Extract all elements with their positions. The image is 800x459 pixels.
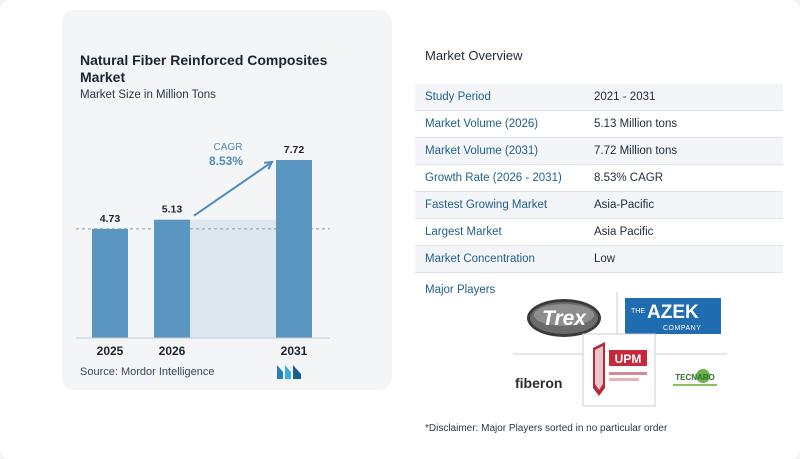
data-label-2026: 5.13 bbox=[162, 204, 183, 216]
data-label-2025: 4.73 bbox=[100, 213, 121, 225]
svg-text:THE: THE bbox=[631, 308, 645, 315]
tick-label-2025: 2025 bbox=[97, 344, 124, 358]
overview-row-value: 2021 - 2031 bbox=[594, 91, 656, 103]
overview-table: Study Period 2021 - 2031 Market Volume (20… bbox=[415, 84, 783, 273]
player-logos: Trex THE AZEK COMPANY UPM fiberon TECNAR… bbox=[513, 292, 727, 407]
cagr-label: CAGR bbox=[214, 142, 243, 153]
svg-text:Trex: Trex bbox=[542, 307, 587, 330]
overview-row-value: 5.13 Million tons bbox=[594, 118, 678, 130]
svg-text:TECNARO: TECNARO bbox=[675, 373, 715, 382]
svg-text:fiberon: fiberon bbox=[515, 375, 562, 391]
overview-row-value: Asia-Pacific bbox=[594, 199, 655, 211]
bar-2025 bbox=[92, 228, 128, 338]
overview-row: Growth Rate (2026 - 2031) 8.53% CAGR bbox=[415, 165, 783, 192]
source-text: Source: Mordor Intelligence bbox=[80, 366, 215, 378]
disclaimer-text: *Disclaimer: Major Players sorted in no … bbox=[425, 423, 668, 434]
overview-row: Largest Market Asia Pacific bbox=[415, 219, 783, 246]
svg-text:UPM: UPM bbox=[615, 352, 642, 366]
overview-row-value: 8.53% CAGR bbox=[594, 172, 664, 184]
cagr-value: 8.53% bbox=[209, 154, 243, 168]
chart-title: Natural Fiber Reinforced Composites Mark… bbox=[80, 52, 328, 85]
cagr-arrow-line bbox=[193, 161, 273, 217]
overview-title: Market Overview bbox=[425, 48, 523, 63]
mordor-logo-icon bbox=[277, 365, 301, 379]
overview-row: Market Volume (2026) 5.13 Million tons bbox=[415, 111, 783, 138]
cagr-arrow-head bbox=[263, 160, 274, 170]
overview-row-label: Fastest Growing Market bbox=[425, 199, 548, 211]
overview-row: Market Concentration Low bbox=[415, 246, 783, 273]
overview-row-value: Low bbox=[594, 253, 616, 265]
overview-row-value: 7.72 Million tons bbox=[594, 145, 678, 157]
overview-row-label: Market Volume (2026) bbox=[425, 118, 539, 130]
overview-row-label: Largest Market bbox=[425, 226, 502, 238]
overview-row-label: Market Concentration bbox=[425, 253, 535, 265]
projection-area bbox=[190, 219, 276, 338]
overview-row-label: Study Period bbox=[425, 91, 491, 103]
azek-logo: THE AZEK COMPANY bbox=[625, 298, 721, 334]
overview-row: Market Volume (2031) 7.72 Million tons bbox=[415, 138, 783, 165]
bar-2026 bbox=[154, 219, 190, 338]
upm-logo: UPM bbox=[582, 333, 656, 407]
svg-text:AZEK: AZEK bbox=[647, 302, 699, 323]
tecnaro-logo: TECNARO bbox=[673, 369, 717, 386]
major-players-title: Major Players bbox=[425, 284, 496, 296]
svg-text:COMPANY: COMPANY bbox=[663, 325, 701, 332]
overview-row-label: Growth Rate (2026 - 2031) bbox=[425, 172, 562, 184]
overview-row: Fastest Growing Market Asia-Pacific bbox=[415, 192, 783, 219]
chart-subtitle: Market Size in Million Tons bbox=[80, 89, 216, 101]
tick-label-2026: 2026 bbox=[159, 344, 186, 358]
overview-row: Study Period 2021 - 2031 bbox=[415, 84, 783, 111]
overview-row-label: Market Volume (2031) bbox=[425, 145, 539, 157]
data-label-2031: 7.72 bbox=[284, 144, 305, 156]
bar-2031 bbox=[276, 159, 312, 338]
fiberon-logo: fiberon bbox=[515, 375, 562, 391]
trex-logo: Trex bbox=[527, 299, 601, 337]
tick-label-2031: 2031 bbox=[281, 344, 308, 358]
overview-row-value: Asia Pacific bbox=[594, 226, 654, 238]
